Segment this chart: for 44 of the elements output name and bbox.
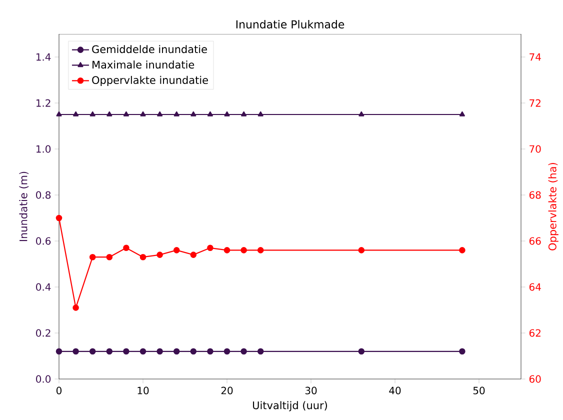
y-tick-label: 1.0 <box>36 145 51 153</box>
y2-axis-title: Oppervlakte (ha) <box>548 162 558 250</box>
legend-label: Gemiddelde inundatie <box>92 45 207 54</box>
point <box>173 247 180 254</box>
y-axis-title: Inundatie (m) <box>19 172 29 242</box>
legend-label: Oppervlakte inundatie <box>92 76 208 86</box>
y2-tick-label: 66 <box>529 237 541 245</box>
x-tick-label: 0 <box>56 386 62 394</box>
y2-tick-label: 70 <box>530 145 541 153</box>
point <box>89 254 96 260</box>
y-tick-label: 0.8 <box>36 191 51 199</box>
x-tick-label: 30 <box>305 386 317 394</box>
y-tick-label: 1.4 <box>36 53 51 61</box>
y-tick-label: 0.4 <box>36 283 51 291</box>
y2-tick-label: 64 <box>529 283 541 291</box>
x-tick-label: 40 <box>389 386 401 394</box>
x-tick-label: 10 <box>138 386 149 394</box>
point <box>207 244 214 252</box>
y-tick-label: 1.2 <box>36 99 50 107</box>
legend-label: Maximale inundatie <box>92 60 194 69</box>
point <box>156 252 163 258</box>
y2-tick-label: 74 <box>530 53 541 61</box>
point <box>72 304 79 311</box>
y-tick-label: 0.2 <box>36 329 50 337</box>
y2-tick-label: 68 <box>529 191 541 199</box>
point <box>224 247 230 254</box>
chart-title: Inundatie Plukmade <box>236 20 344 28</box>
y-tick-label: 0.0 <box>36 375 51 383</box>
x-axis-title: Uitvaltijd (uur) <box>253 401 327 412</box>
y-tick-label: 0.6 <box>36 237 51 245</box>
y2-tick-label: 62 <box>529 329 540 337</box>
point <box>459 247 466 254</box>
point <box>56 214 62 222</box>
y2-tick-label: 72 <box>530 99 540 107</box>
point <box>123 244 130 252</box>
point <box>106 254 113 260</box>
point <box>190 252 197 258</box>
x-tick-label: 20 <box>221 386 233 394</box>
x-tick-label: 50 <box>473 386 485 394</box>
point <box>358 247 365 254</box>
point <box>240 247 247 254</box>
y2-tick-label: 60 <box>529 375 541 383</box>
point <box>140 254 146 260</box>
point <box>257 247 264 254</box>
